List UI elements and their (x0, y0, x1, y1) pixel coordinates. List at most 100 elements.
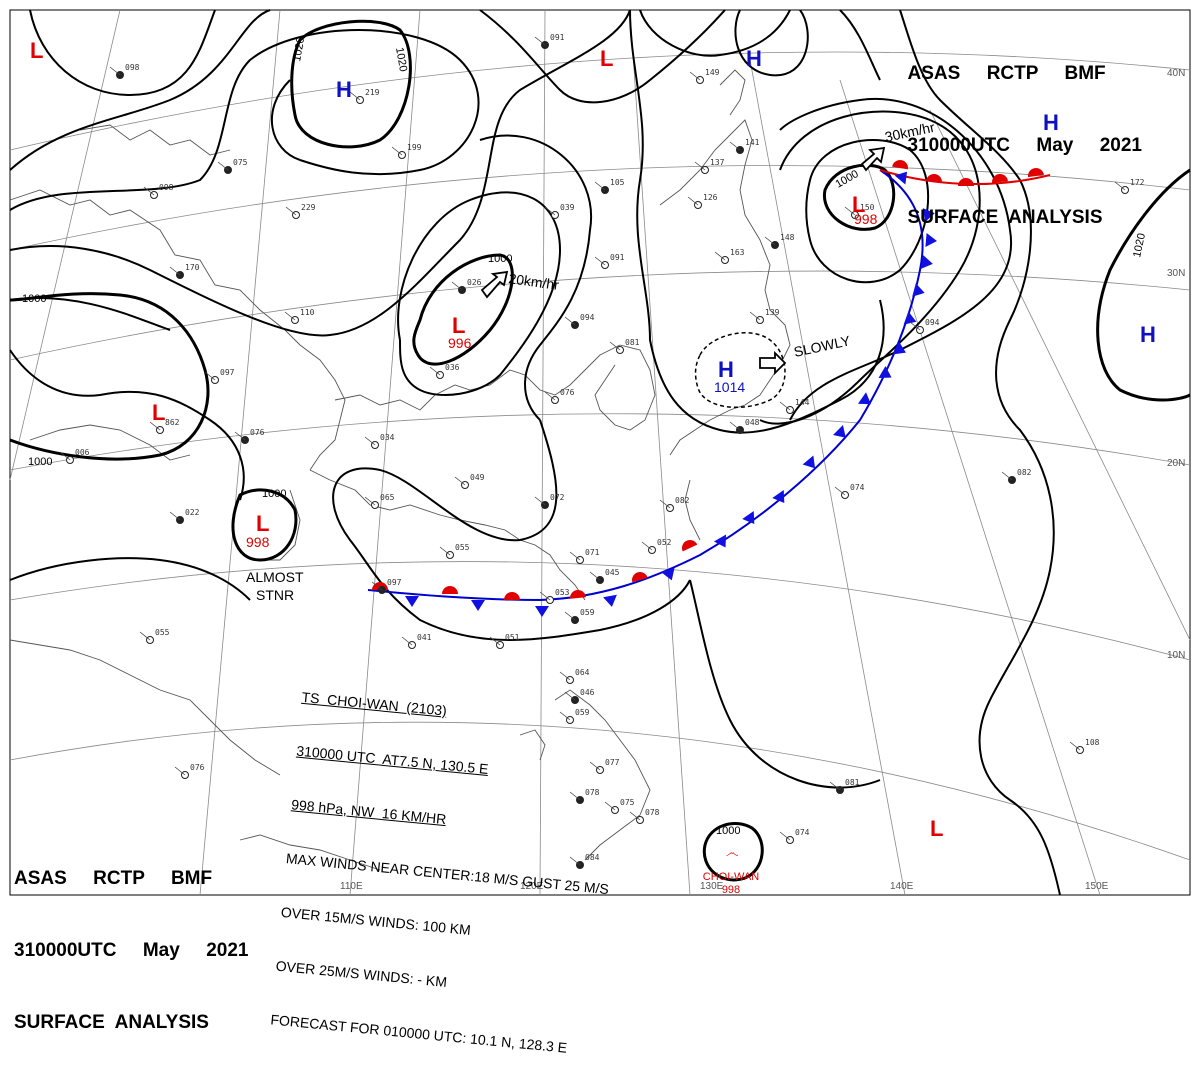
station-wind-barb (169, 266, 181, 276)
cold-front-triangle (922, 208, 935, 222)
station-pressure-label: 097 (387, 578, 402, 587)
station-pressure-label: 144 (795, 398, 810, 407)
station-wind-barb (534, 36, 546, 46)
station-pressure-label: 053 (555, 588, 570, 597)
cold-front-triangle (912, 283, 925, 297)
station-pressure-label: 126 (703, 193, 718, 202)
station-pressure-label: 094 (580, 313, 595, 322)
station-pressure-label: 219 (365, 88, 380, 97)
isobar-label: 1000 (488, 253, 512, 265)
station-wind-barb (285, 206, 297, 216)
cold-front-triangle (857, 392, 872, 405)
station-pressure-label: 078 (585, 788, 600, 797)
station-wind-barb (169, 511, 181, 521)
header-line: ASAS RCTP BMF (14, 868, 213, 889)
pressure-center-value: 998 (854, 211, 878, 227)
header-line: ASAS RCTP BMF (907, 63, 1106, 84)
station-pressure-label: 075 (620, 798, 635, 807)
station-wind-barb (139, 631, 151, 641)
station-wind-barb (589, 761, 601, 771)
station-wind-barb (629, 811, 641, 821)
station-pressure-label: 139 (765, 308, 780, 317)
isobar-label: 1020 (291, 36, 307, 62)
pressure-center-letter: L (152, 400, 165, 425)
station-pressure-label: 049 (470, 473, 485, 482)
station-pressure-label: 094 (925, 318, 940, 327)
station-wind-barb (149, 421, 161, 431)
warm-front-semicircle (682, 540, 698, 552)
station-wind-barb (589, 571, 601, 581)
station-pressure-label: 071 (585, 548, 600, 557)
station-pressure-label: 072 (550, 493, 565, 502)
latitude-label: 20N (1167, 458, 1185, 469)
weather-map: 098 219 199 075 229 098 170 110 097 076 862 006 022 0… (9, 9, 1191, 896)
pressure-center-letter: H (1043, 110, 1059, 135)
station-pressure-label: 076 (560, 388, 575, 397)
station-pressure-label: 048 (745, 418, 760, 427)
station-pressure-label: 077 (605, 758, 620, 767)
station-wind-barb (559, 671, 571, 681)
station-wind-barb (454, 476, 466, 486)
station-wind-barb (1001, 471, 1013, 481)
station-wind-barb (391, 146, 403, 156)
typhoon-icon: ෴ (725, 844, 738, 860)
station-wind-barb (569, 551, 581, 561)
station-pressure-label: 172 (1130, 178, 1145, 187)
station-wind-barb (1114, 181, 1126, 191)
station-wind-barb (534, 496, 546, 506)
station-wind-barb (569, 791, 581, 801)
pressure-center-value: 996 (448, 335, 472, 351)
station-wind-barb (729, 421, 741, 431)
station-wind-barb (829, 781, 841, 791)
cold-front-triangle (893, 341, 906, 355)
station-plots: 098 219 199 075 229 098 170 110 097 076 862 006 022 0… (59, 33, 1145, 869)
cold-front-triangle (878, 365, 892, 379)
cold-front-triangle (920, 255, 933, 269)
station-wind-barb (764, 236, 776, 246)
station-wind-barb (217, 161, 229, 171)
station-wind-barb (1069, 741, 1081, 751)
station-pressure-label: 034 (380, 433, 395, 442)
longitude-label: 140E (890, 881, 914, 892)
station-pressure-label: 074 (795, 828, 810, 837)
station-wind-barb (559, 711, 571, 721)
typhoon-info-line: FORECAST FOR 010000 UTC: 10.1 N, 128.3 E (269, 1011, 568, 1056)
header-line: 310000UTC May 2021 (907, 135, 1142, 156)
isobar-label: 1020 (1131, 232, 1148, 258)
motion-arrow-1014 (759, 350, 787, 376)
station-pressure-label: 110 (300, 308, 315, 317)
warm-front-semicircle (504, 592, 520, 600)
pressure-center-letter: H (746, 46, 762, 71)
pressure-center-letter: H (718, 357, 734, 382)
cold-front-triangle (925, 233, 937, 247)
warm-front-semicircle (992, 174, 1008, 183)
station-wind-barb (429, 366, 441, 376)
station-pressure-label: 081 (845, 778, 860, 787)
station-pressure-label: 091 (550, 33, 565, 42)
station-pressure-label: 163 (730, 248, 745, 257)
station-pressure-label: 059 (580, 608, 595, 617)
station-wind-barb (569, 856, 581, 866)
longitude-grid (9, 9, 1191, 896)
station-pressure-label: 082 (675, 496, 690, 505)
coastlines (9, 69, 791, 871)
station-pressure-label: 036 (445, 363, 460, 372)
longitude-label: 150E (1085, 881, 1109, 892)
cold-front-triangle (471, 600, 485, 611)
cold-front-triangle (742, 510, 755, 525)
station-pressure-label: 091 (610, 253, 625, 262)
motion-label: 20km/hr (508, 270, 561, 293)
station-pressure-label: 098 (159, 183, 174, 192)
station-pressure-label: 150 (860, 203, 875, 212)
station-wind-barb (109, 66, 121, 76)
station-pressure-label: 137 (710, 158, 725, 167)
station-pressure-label: 105 (610, 178, 625, 187)
station-wind-barb (564, 316, 576, 326)
longitude-label: 130E (700, 881, 724, 892)
station-pressure-label: 098 (125, 63, 140, 72)
station-wind-barb (284, 311, 296, 321)
isobar-label: 1000 (716, 825, 740, 837)
station-pressure-label: 076 (190, 763, 205, 772)
cold-front-triangle (713, 534, 727, 548)
warm-front-semicircle (958, 178, 974, 186)
